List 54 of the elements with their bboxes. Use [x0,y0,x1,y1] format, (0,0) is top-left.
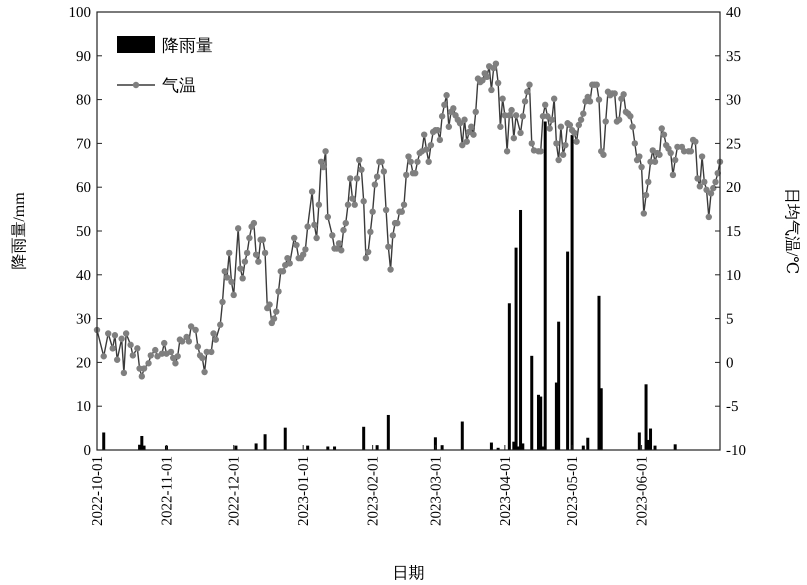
bar [386,414,390,450]
y2-tick-label: 10 [726,268,741,284]
x-tick-label: 2022-12-01 [226,456,243,526]
y2-tick-label: -5 [726,399,738,416]
y2-tick-label: 30 [726,92,741,109]
x-tick-label: 2023-05-01 [565,456,582,526]
bar [644,384,648,450]
bar [440,445,444,450]
y-tick-label: 0 [84,443,91,459]
legend-label: 气温 [162,76,196,95]
x-tick-label: 2023-04-01 [498,456,514,526]
x-tick-label: 2023-01-01 [296,456,312,526]
y-tick-label: 90 [76,48,91,65]
bar [490,442,493,450]
bar [508,303,511,450]
y-axis-title: 降雨量/mm [11,192,28,270]
y-tick-label: 70 [76,136,91,152]
y-tick-label: 10 [76,399,91,416]
bar [638,432,641,450]
bar [362,426,366,450]
x-tick-label: 2022-10-01 [90,456,106,526]
y-tick-label: 100 [68,5,91,21]
bar [264,434,267,450]
bar [284,428,287,450]
y2-tick-label: 40 [726,5,741,21]
bar [376,445,379,450]
bar [530,356,534,450]
bar [102,432,106,450]
y2-tick-label: 35 [726,48,741,65]
y2-tick-label: 5 [726,312,734,328]
y2-tick-label: 0 [726,355,734,372]
bar [557,322,560,450]
y2-tick-label: -10 [726,443,746,459]
y2-axis-title: 日均气温/℃ [783,188,800,274]
legend-label: 降雨量 [162,36,213,55]
bar [234,446,238,450]
y-tick-label: 20 [76,355,91,372]
x-axis-title: 日期 [392,564,424,582]
bar [306,446,310,450]
y2-tick-label: 25 [726,136,741,152]
x-tick-label: 2023-06-01 [634,456,651,526]
x-tick-label: 2023-02-01 [366,456,382,526]
y-tick-label: 40 [76,268,91,284]
y-tick-label: 50 [76,224,91,240]
y-tick-label: 30 [76,312,91,328]
x-tick-label: 2023-03-01 [428,456,444,526]
bar [254,443,258,450]
bar [460,422,464,450]
y-tick-label: 60 [76,180,91,196]
y-tick-label: 80 [76,92,91,109]
y2-tick-label: 20 [726,180,741,196]
x-tick-label: 2022-11-01 [159,456,176,526]
y2-tick-label: 15 [726,224,741,240]
bar [586,438,590,450]
